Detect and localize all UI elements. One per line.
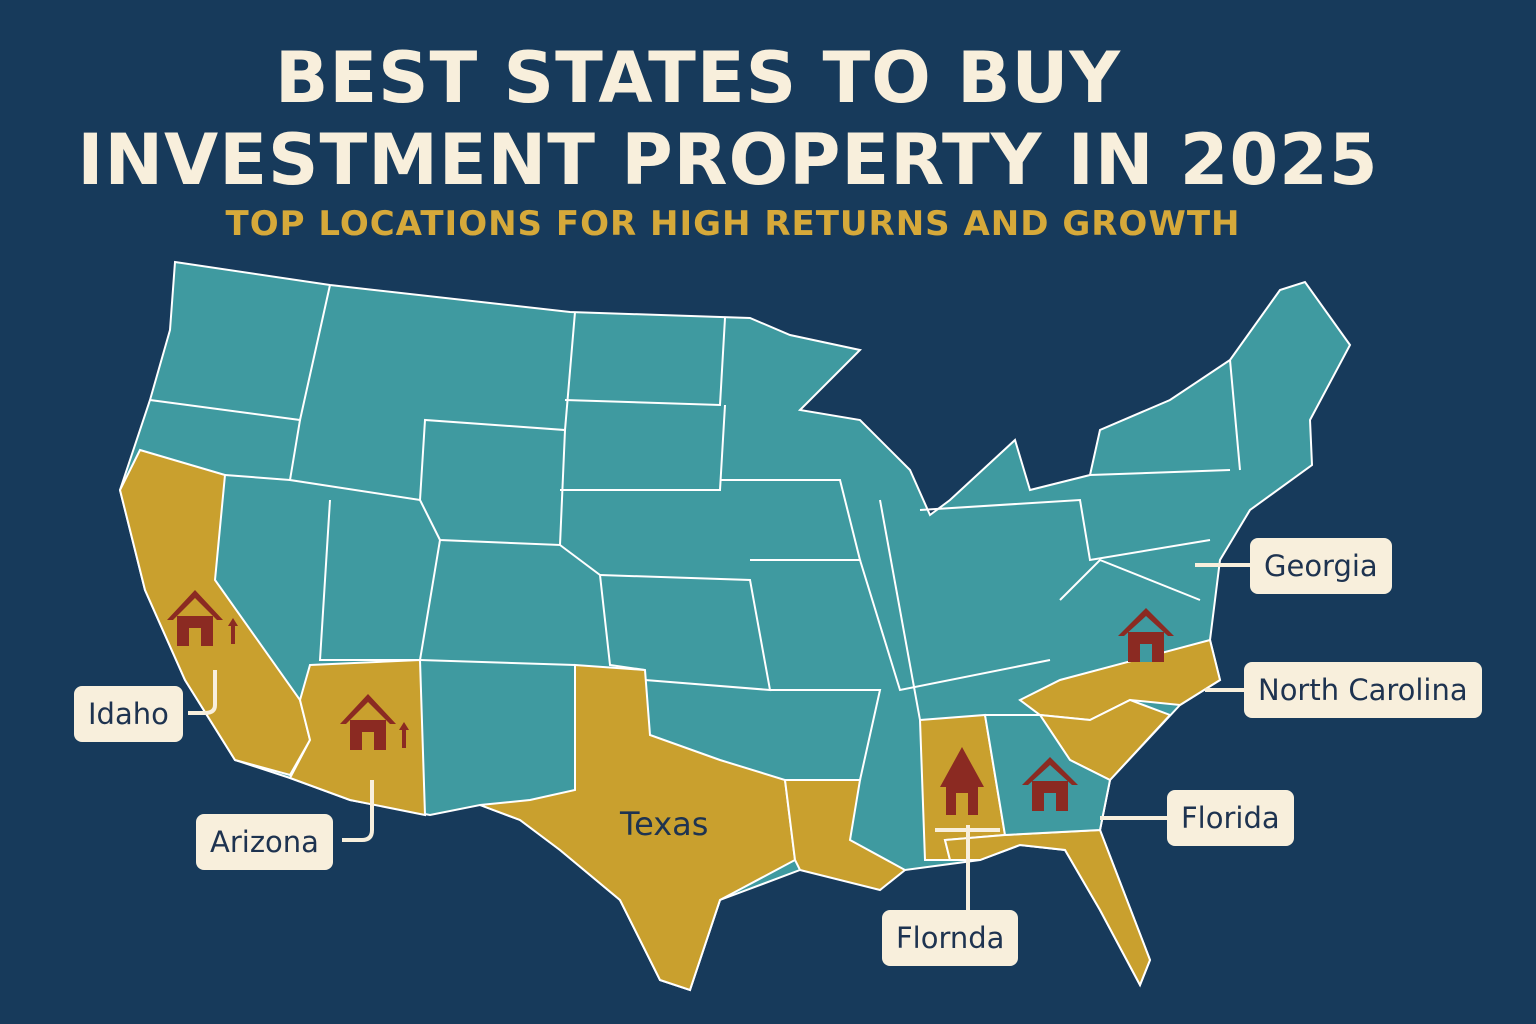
state-texas bbox=[479, 663, 797, 992]
subtitle: TOP LOCATIONS FOR HIGH RETURNS AND GROWT… bbox=[225, 204, 1241, 244]
label-north-carolina: North Carolina bbox=[1244, 662, 1482, 718]
house-icons bbox=[167, 590, 1174, 815]
house-growth-icon bbox=[167, 590, 238, 646]
callout-lines bbox=[188, 563, 1250, 910]
house-icon bbox=[1022, 757, 1078, 811]
label-georgia: Georgia bbox=[1250, 538, 1392, 594]
label-flornda: Flornda bbox=[882, 910, 1019, 966]
house-icon bbox=[1118, 608, 1174, 662]
state-louisiana bbox=[783, 779, 907, 892]
label-texas: Texas bbox=[620, 805, 709, 843]
house-growth-icon bbox=[340, 694, 409, 750]
house-icon bbox=[940, 747, 984, 815]
state-borders bbox=[149, 284, 1241, 781]
label-idaho: Idaho bbox=[74, 686, 183, 742]
label-florida: Florida bbox=[1167, 790, 1294, 846]
title-line-2: INVESTMENT PROPERTY IN 2025 bbox=[77, 119, 1379, 201]
label-arizona: Arizona bbox=[196, 814, 333, 870]
title-line-1: BEST STATES TO BUY bbox=[274, 37, 1122, 119]
state-georgia bbox=[983, 714, 1112, 837]
